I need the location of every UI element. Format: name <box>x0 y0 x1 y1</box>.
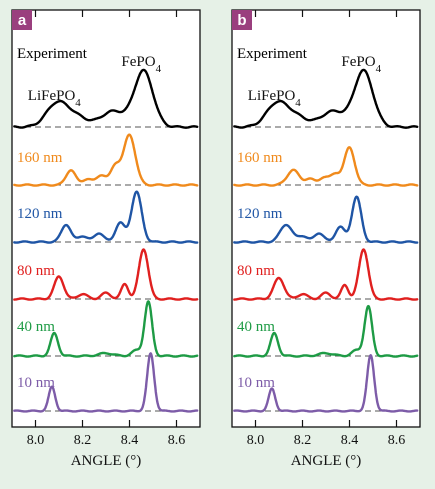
series-label: 120 nm <box>237 206 283 222</box>
x-tick-label: 8.0 <box>247 433 265 448</box>
series-curve-120-nm <box>13 190 199 244</box>
x-tick-label: 8.6 <box>388 433 406 448</box>
subscript: 4 <box>295 97 301 109</box>
series-curve-160-nm <box>233 146 419 187</box>
series-label: 160 nm <box>237 150 283 166</box>
panel-tag-label: b <box>237 12 246 29</box>
series-label: Experiment <box>237 46 308 62</box>
panel-tag-box <box>12 10 32 30</box>
series-curve-80-nm <box>233 248 419 301</box>
series-curve-experiment <box>13 68 199 129</box>
series-label: 10 nm <box>237 375 275 391</box>
series-label: 120 nm <box>17 206 63 222</box>
x-tick-label: 8.0 <box>27 433 45 448</box>
x-axis-label: ANGLE (°) <box>291 453 362 469</box>
peak-annotation: FePO4 <box>121 54 161 75</box>
peak-annotation: LiFePO4 <box>28 88 82 109</box>
panel-tag-box <box>232 10 252 30</box>
series-curve-40-nm <box>13 300 199 358</box>
series-curve-160-nm <box>13 133 199 187</box>
peak-annotation: LiFePO4 <box>248 88 302 109</box>
series-curve-120-nm <box>233 195 419 244</box>
series-label: 80 nm <box>237 263 275 279</box>
x-tick-label: 8.2 <box>294 433 312 448</box>
x-tick-label: 8.4 <box>341 433 359 448</box>
panel-tag-label: a <box>18 12 27 29</box>
series-curve-10-nm <box>233 354 419 413</box>
series-curve-40-nm <box>233 304 419 358</box>
series-label: 80 nm <box>17 263 55 279</box>
peak-annotation: FePO4 <box>341 54 381 75</box>
x-tick-label: 8.6 <box>168 433 186 448</box>
plot-frame <box>11 9 201 428</box>
subscript: 4 <box>75 97 81 109</box>
x-tick-label: 8.4 <box>121 433 139 448</box>
series-curve-10-nm <box>13 352 199 413</box>
series-curve-experiment <box>233 68 419 129</box>
series-label: 160 nm <box>17 150 63 166</box>
series-label: 40 nm <box>17 319 55 335</box>
panel-a: a 8.0 8.2 8.4 8.6 ANGLE (°) Experiment 160 nm 12… <box>11 9 201 469</box>
series-label: 10 nm <box>17 375 55 391</box>
x-axis-label: ANGLE (°) <box>71 453 142 469</box>
panel-tag: b <box>232 10 252 30</box>
series-label: 40 nm <box>237 319 275 335</box>
series-curve-80-nm <box>13 248 199 301</box>
plot-frame <box>231 9 421 428</box>
panel-b: b 8.0 8.2 8.4 8.6 ANGLE (°) Experiment 160 nm 12… <box>231 9 421 469</box>
panel-tag: a <box>12 10 32 30</box>
subscript: 4 <box>376 63 382 75</box>
subscript: 4 <box>156 63 162 75</box>
series-label: Experiment <box>17 46 88 62</box>
x-tick-label: 8.2 <box>74 433 92 448</box>
